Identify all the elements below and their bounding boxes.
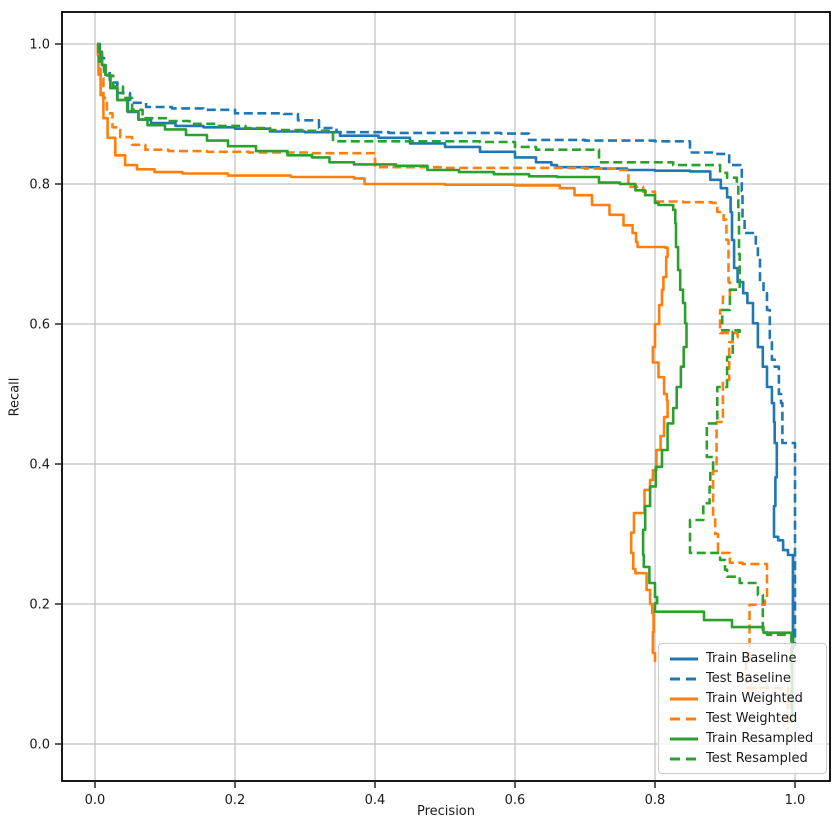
curve-train-weighted	[96, 42, 669, 663]
legend-line-sample	[670, 657, 698, 661]
y-tick-label: 0.4	[29, 458, 50, 473]
x-tick-label: 0.4	[365, 793, 386, 808]
legend-line-sample	[670, 717, 698, 721]
x-tick-label: 0.2	[225, 793, 246, 808]
curve-test-resampled	[97, 42, 793, 709]
curve-test-baseline	[97, 42, 797, 646]
legend-item-test-weighted: Test Weighted	[669, 709, 820, 729]
legend-line-sample	[670, 757, 698, 761]
curve-test-weighted	[97, 42, 790, 730]
legend-item-train-resampled: Train Resampled	[669, 729, 820, 749]
x-tick-label: 0.0	[85, 793, 106, 808]
legend-line-sample	[670, 677, 698, 681]
curve-train-baseline	[97, 42, 795, 650]
legend-item-train-weighted: Train Weighted	[669, 689, 820, 709]
legend: Train Baseline Test Baseline Train Weighte…	[658, 643, 827, 774]
x-tick-label: 0.6	[505, 793, 526, 808]
x-tick-label: 1.0	[785, 793, 806, 808]
legend-label: Test Baseline	[706, 671, 791, 686]
legend-label: Train Resampled	[706, 731, 814, 746]
legend-label: Test Resampled	[706, 751, 808, 766]
x-axis-label: Precision	[416, 804, 476, 819]
legend-label: Train Weighted	[706, 691, 803, 706]
legend-item-test-baseline: Test Baseline	[669, 669, 820, 689]
legend-line-sample	[670, 697, 698, 701]
y-tick-label: 0.2	[29, 598, 50, 613]
y-axis-label: Recall	[7, 377, 23, 417]
axes-spines	[61, 11, 831, 782]
y-tick-label: 1.0	[29, 38, 50, 53]
y-tick-label: 0.8	[29, 178, 50, 193]
x-tick-label: 0.8	[645, 793, 666, 808]
curve-train-resampled	[97, 42, 794, 723]
y-tick-label: 0.6	[29, 318, 50, 333]
legend-label: Train Baseline	[706, 651, 797, 666]
legend-item-test-resampled: Test Resampled	[669, 749, 820, 769]
legend-label: Test Weighted	[706, 711, 798, 726]
legend-item-train-baseline: Train Baseline	[669, 649, 820, 669]
legend-line-sample	[670, 737, 698, 741]
y-tick-label: 0.0	[29, 738, 50, 753]
